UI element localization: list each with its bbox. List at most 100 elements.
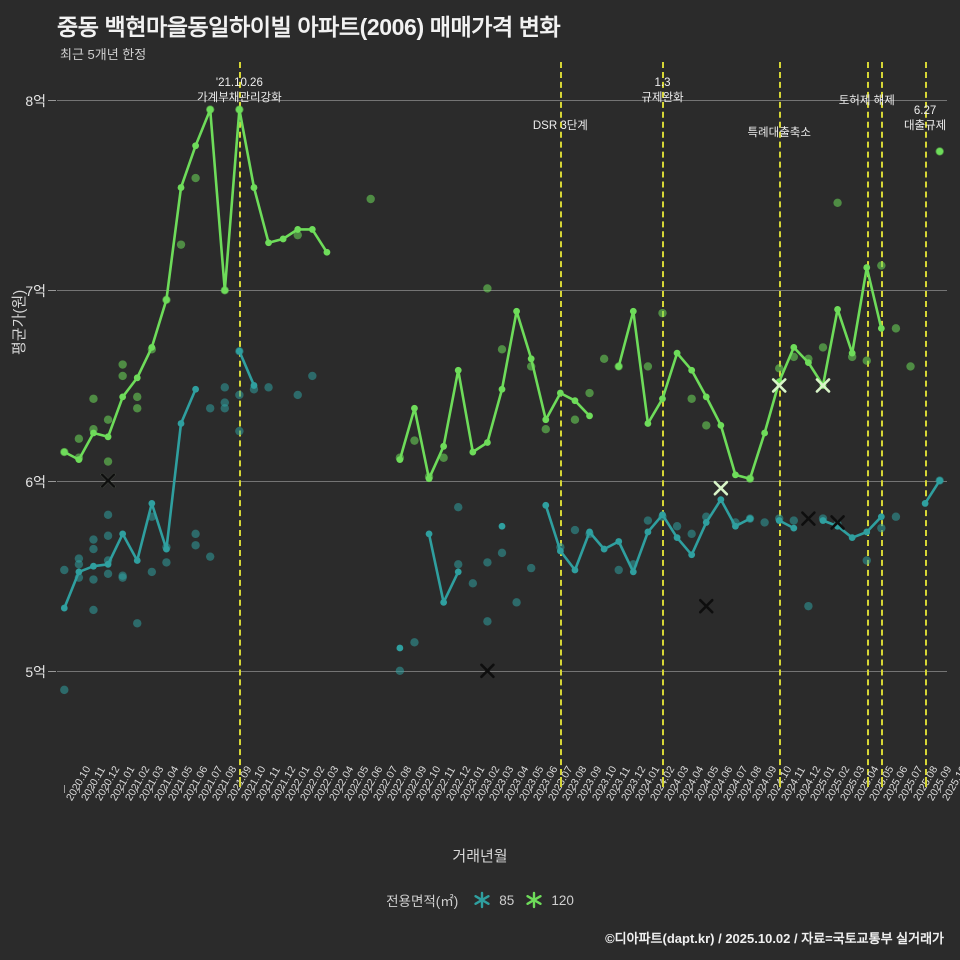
series-point <box>177 420 185 427</box>
x-marker <box>771 378 787 393</box>
series-point <box>702 519 710 526</box>
event-vline <box>662 62 665 785</box>
series-point <box>790 524 798 532</box>
scatter-point <box>191 173 200 183</box>
scatter-point <box>162 558 171 567</box>
series-point <box>644 420 652 427</box>
x-tick <box>589 785 591 793</box>
x-tick <box>326 785 328 793</box>
x-marker-group <box>100 473 845 679</box>
scatter-point <box>74 554 84 563</box>
series-point <box>571 566 579 574</box>
gridline <box>57 480 947 482</box>
series-plot <box>60 105 944 695</box>
scatter-point <box>103 457 113 466</box>
y-tick-label: 8억 <box>25 93 46 110</box>
event-vline <box>779 62 782 785</box>
scatter-point <box>483 617 492 626</box>
x-tick <box>516 785 518 793</box>
x-marker <box>801 511 816 526</box>
x-tick <box>341 785 343 793</box>
x-tick <box>750 785 752 793</box>
series-point <box>542 416 550 424</box>
series-point <box>250 382 258 389</box>
event-label: 토허제 해제 <box>839 94 895 109</box>
line-series-85 <box>60 347 944 652</box>
x-tick <box>224 785 226 793</box>
scatter-point <box>293 230 302 240</box>
scatter-point <box>103 510 113 520</box>
series-point <box>235 106 243 113</box>
x-tick <box>779 777 782 787</box>
series-point <box>936 477 944 484</box>
x-tick <box>618 785 620 793</box>
x-tick <box>458 785 460 793</box>
y-tick-label: 5억 <box>25 663 46 680</box>
series-point <box>629 307 637 315</box>
x-tick <box>910 785 912 793</box>
legend-item-120[interactable]: 120 <box>524 890 574 910</box>
series-point <box>746 475 754 483</box>
event-label-date: '21.10.26 <box>215 77 263 89</box>
scatter-point <box>60 685 69 695</box>
x-tick <box>939 785 941 793</box>
series-point <box>717 496 725 504</box>
series-point <box>265 239 272 247</box>
scatter-point <box>775 364 784 373</box>
y-tick-mark <box>48 480 56 482</box>
scatter-point <box>264 383 273 392</box>
x-tick <box>151 785 153 793</box>
scatter-point <box>395 666 405 676</box>
asterisk-icon-120 <box>526 891 543 909</box>
series-point <box>75 456 83 464</box>
x-tick <box>487 785 489 793</box>
x-marker-group <box>100 378 831 496</box>
event-label-text: 가계부채관리강화 <box>197 92 282 104</box>
scatter-point <box>103 569 113 579</box>
x-tick <box>881 777 884 787</box>
scatter-point <box>614 565 623 575</box>
event-label-date: 1.3 <box>654 77 671 89</box>
series-point <box>615 363 623 370</box>
y-tick-mark <box>48 100 56 102</box>
series-point <box>104 560 112 568</box>
series-point <box>688 366 696 374</box>
scatter-point <box>818 343 828 352</box>
series-point <box>148 500 156 507</box>
scatter-point <box>366 194 375 204</box>
x-tick <box>370 785 372 793</box>
series-point <box>250 184 258 191</box>
scatter-point <box>89 605 98 615</box>
event-label-text: 규제완화 <box>641 92 684 104</box>
event-vline <box>239 62 242 785</box>
x-tick <box>283 785 285 793</box>
series-line <box>617 266 883 481</box>
series-point <box>396 456 404 464</box>
event-vline <box>925 62 928 785</box>
scatter-point <box>454 560 463 569</box>
series-point <box>659 395 666 403</box>
series-point <box>90 429 97 437</box>
legend-title: 전용면적(㎡) <box>386 894 459 909</box>
y-tick-mark <box>48 670 56 672</box>
series-point <box>571 397 579 405</box>
series-point <box>221 286 229 294</box>
legend-item-85[interactable]: 85 <box>472 890 514 910</box>
x-tick <box>137 785 139 793</box>
scatter-point <box>89 394 98 403</box>
gridline <box>57 670 947 672</box>
series-point <box>819 517 827 524</box>
scatter-point <box>643 516 653 525</box>
scatter-point <box>862 556 871 565</box>
x-marker <box>713 480 729 496</box>
series-point <box>148 343 156 351</box>
series-point <box>586 412 593 420</box>
x-tick <box>443 785 445 793</box>
x-tick <box>545 785 547 793</box>
event-vline <box>866 62 869 785</box>
event-label: 특례대출축소 <box>747 126 810 141</box>
series-point <box>425 475 433 483</box>
series-point <box>454 568 462 576</box>
series-point <box>425 530 433 538</box>
y-tick-label: 7억 <box>25 283 46 300</box>
